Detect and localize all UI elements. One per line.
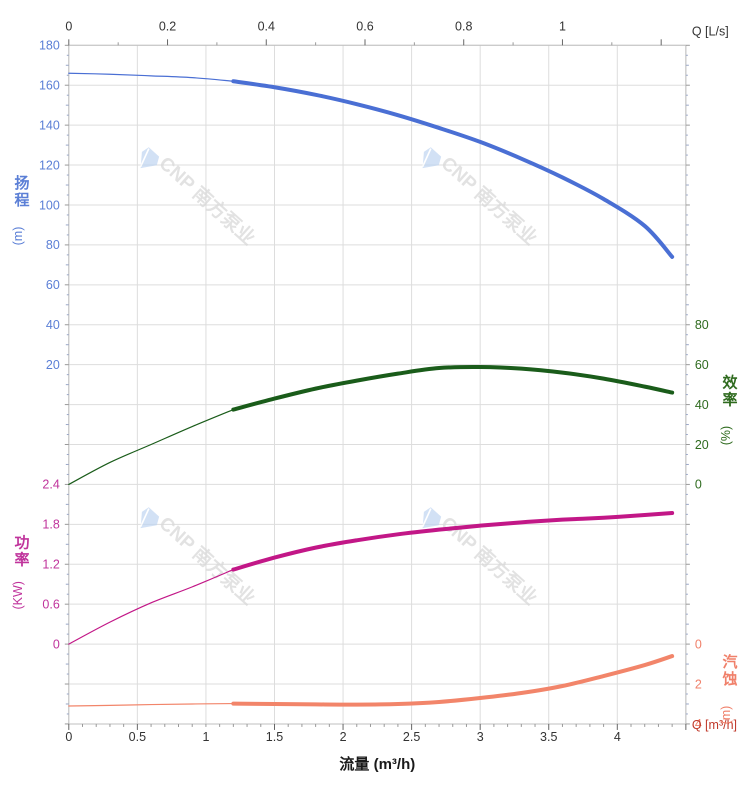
svg-text:40: 40 [695,398,709,412]
svg-text:汽: 汽 [722,653,737,671]
svg-text:Q [L/s]: Q [L/s] [692,24,729,38]
svg-text:程: 程 [14,192,29,209]
svg-text:(m): (m) [11,227,25,246]
svg-text:180: 180 [39,39,60,53]
svg-text:1.2: 1.2 [42,558,59,572]
svg-text:100: 100 [39,198,60,212]
svg-text:1.5: 1.5 [266,730,283,744]
svg-text:1: 1 [202,730,209,744]
svg-text:(m): (m) [719,706,733,725]
svg-text:2.4: 2.4 [42,478,59,492]
svg-text:扬: 扬 [14,174,29,192]
svg-text:20: 20 [695,438,709,452]
svg-text:40: 40 [46,318,60,332]
svg-text:0: 0 [695,637,702,651]
svg-text:(KW): (KW) [11,581,25,609]
svg-text:0.4: 0.4 [258,19,275,33]
svg-text:2: 2 [340,730,347,744]
svg-text:2.5: 2.5 [403,730,420,744]
svg-text:蚀: 蚀 [721,670,737,688]
svg-text:功: 功 [14,534,29,551]
svg-text:120: 120 [39,158,60,172]
svg-text:2: 2 [695,677,702,691]
svg-text:0.6: 0.6 [356,19,373,33]
svg-text:60: 60 [695,358,709,372]
svg-text:4: 4 [614,730,621,744]
svg-text:流量 (m³/h): 流量 (m³/h) [339,755,415,773]
svg-text:3: 3 [477,730,484,744]
svg-text:率: 率 [14,550,29,568]
svg-text:3.5: 3.5 [540,730,557,744]
svg-text:0.5: 0.5 [129,730,146,744]
svg-text:60: 60 [46,278,60,292]
svg-text:1.8: 1.8 [42,518,59,532]
svg-text:140: 140 [39,118,60,132]
svg-text:160: 160 [39,79,60,93]
svg-text:20: 20 [46,358,60,372]
svg-text:80: 80 [46,238,60,252]
svg-text:80: 80 [695,318,709,332]
svg-text:0: 0 [65,730,72,744]
svg-text:0.6: 0.6 [42,597,59,611]
svg-text:0.8: 0.8 [455,19,472,33]
svg-text:率: 率 [722,391,737,409]
svg-text:(%): (%) [719,426,733,445]
svg-text:0: 0 [695,478,702,492]
svg-text:0.2: 0.2 [159,19,176,33]
svg-text:0: 0 [53,637,60,651]
svg-text:效: 效 [722,374,738,392]
svg-text:1: 1 [559,19,566,33]
svg-text:0: 0 [65,19,72,33]
